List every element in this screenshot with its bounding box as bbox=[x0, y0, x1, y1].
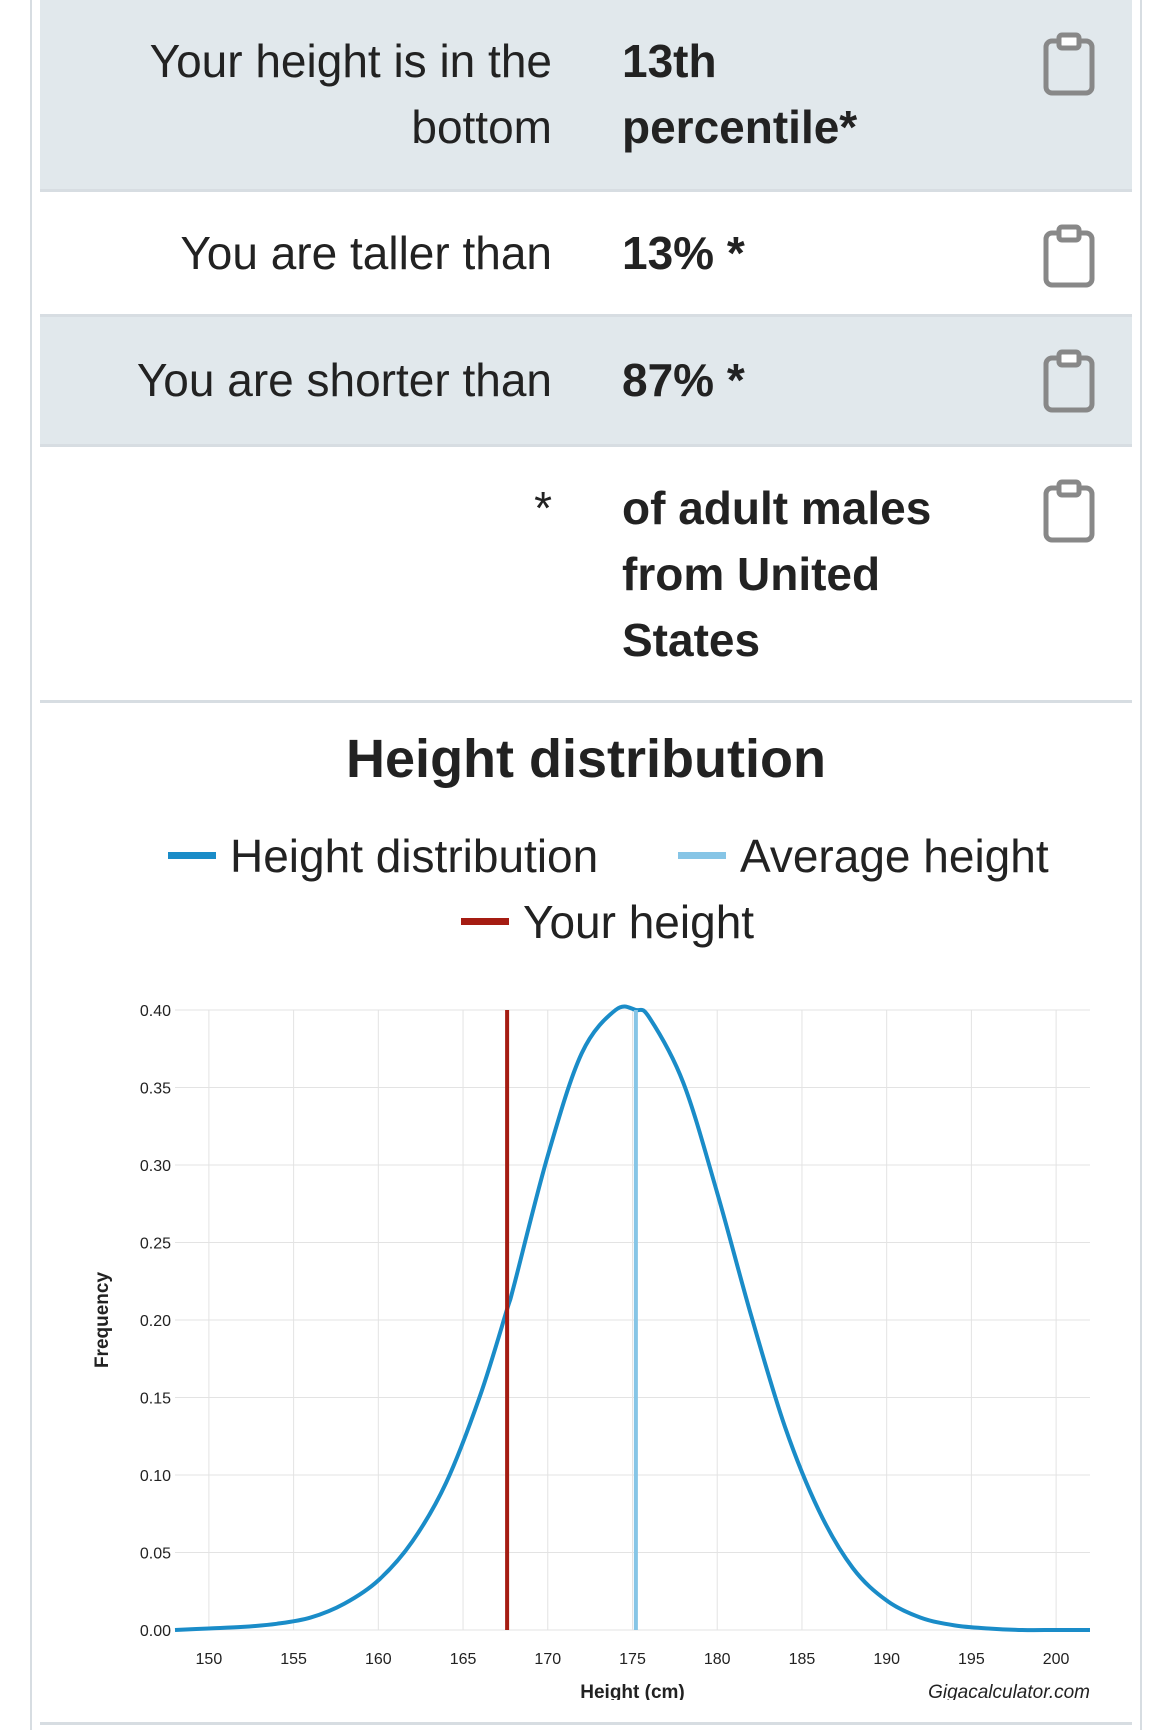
x-tick-label: 180 bbox=[704, 1651, 731, 1668]
y-axis-title: Frequency bbox=[92, 1272, 113, 1369]
legend-item-distribution[interactable]: Height distribution bbox=[168, 828, 598, 884]
results-table: Your height is in the bottom 13th percen… bbox=[40, 0, 1132, 703]
result-row-taller: You are taller than 13% * bbox=[40, 192, 1132, 317]
x-tick-label: 200 bbox=[1043, 1651, 1070, 1668]
footnote-value: of adult males from United States bbox=[622, 482, 932, 666]
result-row-percentile: Your height is in the bottom 13th percen… bbox=[40, 0, 1132, 192]
taller-value: 13% * bbox=[622, 227, 745, 279]
results-panel bbox=[30, 0, 1142, 1730]
x-tick-label: 170 bbox=[534, 1651, 561, 1668]
x-tick-label: 155 bbox=[280, 1651, 307, 1668]
legend-item-average[interactable]: Average height bbox=[678, 828, 1049, 884]
clipboard-icon[interactable] bbox=[1042, 224, 1096, 288]
height-distribution-chart: 0.00 0.05 0.10 0.15 0.20 0.25 0.30 0.35 0.40 150… bbox=[92, 1003, 1090, 1700]
legend-item-your-height[interactable]: Your height bbox=[461, 894, 754, 950]
taller-label: You are taller than bbox=[180, 227, 552, 279]
clipboard-icon[interactable] bbox=[1042, 349, 1096, 413]
x-tick-label: 175 bbox=[619, 1651, 646, 1668]
legend-swatch-average bbox=[678, 852, 726, 860]
x-tick-label: 160 bbox=[365, 1651, 392, 1668]
distribution-curve bbox=[174, 1004, 1090, 1633]
x-tick-label: 150 bbox=[196, 1651, 223, 1668]
legend-label-distribution: Height distribution bbox=[230, 830, 599, 882]
section-divider bbox=[40, 1722, 1132, 1725]
x-tick-label: 165 bbox=[450, 1651, 477, 1668]
clipboard-icon[interactable] bbox=[1042, 479, 1096, 543]
x-axis: 150 155 160 165 170 175 180 185 190 195 200 bbox=[196, 1651, 1070, 1668]
y-tick-label: 0.15 bbox=[140, 1391, 171, 1408]
y-tick-label: 0.00 bbox=[140, 1623, 171, 1640]
shorter-label: You are shorter than bbox=[136, 354, 552, 406]
clipboard-icon[interactable] bbox=[1042, 32, 1096, 96]
legend-swatch-your-height bbox=[461, 918, 509, 926]
legend-swatch-distribution bbox=[168, 852, 216, 860]
y-tick-label: 0.20 bbox=[140, 1313, 171, 1330]
y-tick-label: 0.40 bbox=[140, 1003, 171, 1020]
legend-label-your-height: Your height bbox=[523, 896, 755, 948]
x-tick-label: 190 bbox=[873, 1651, 900, 1668]
percentile-label: Your height is in the bottom bbox=[149, 35, 552, 153]
x-axis-title: Height (cm) bbox=[580, 1682, 685, 1700]
result-row-footnote: * of adult males from United States bbox=[40, 447, 1132, 703]
x-tick-label: 195 bbox=[958, 1651, 985, 1668]
chart-title: Height distribution bbox=[346, 729, 826, 789]
y-tick-label: 0.35 bbox=[140, 1081, 171, 1098]
footnote-marker: * bbox=[534, 482, 552, 534]
chart-credit: Gigacalculator.com bbox=[928, 1682, 1090, 1700]
y-tick-label: 0.25 bbox=[140, 1236, 171, 1253]
shorter-value: 87% * bbox=[622, 354, 745, 406]
chart-series bbox=[174, 1004, 1090, 1633]
result-row-shorter: You are shorter than 87% * bbox=[40, 317, 1132, 447]
percentile-value: 13th percentile* bbox=[622, 35, 858, 153]
y-axis: 0.00 0.05 0.10 0.15 0.20 0.25 0.30 0.35 0.40 bbox=[140, 1003, 171, 1640]
y-tick-label: 0.05 bbox=[140, 1546, 171, 1563]
y-tick-label: 0.30 bbox=[140, 1158, 171, 1175]
x-tick-label: 185 bbox=[789, 1651, 816, 1668]
chart-grid bbox=[175, 1009, 1090, 1631]
legend-label-average: Average height bbox=[740, 830, 1049, 882]
y-tick-label: 0.10 bbox=[140, 1468, 171, 1485]
